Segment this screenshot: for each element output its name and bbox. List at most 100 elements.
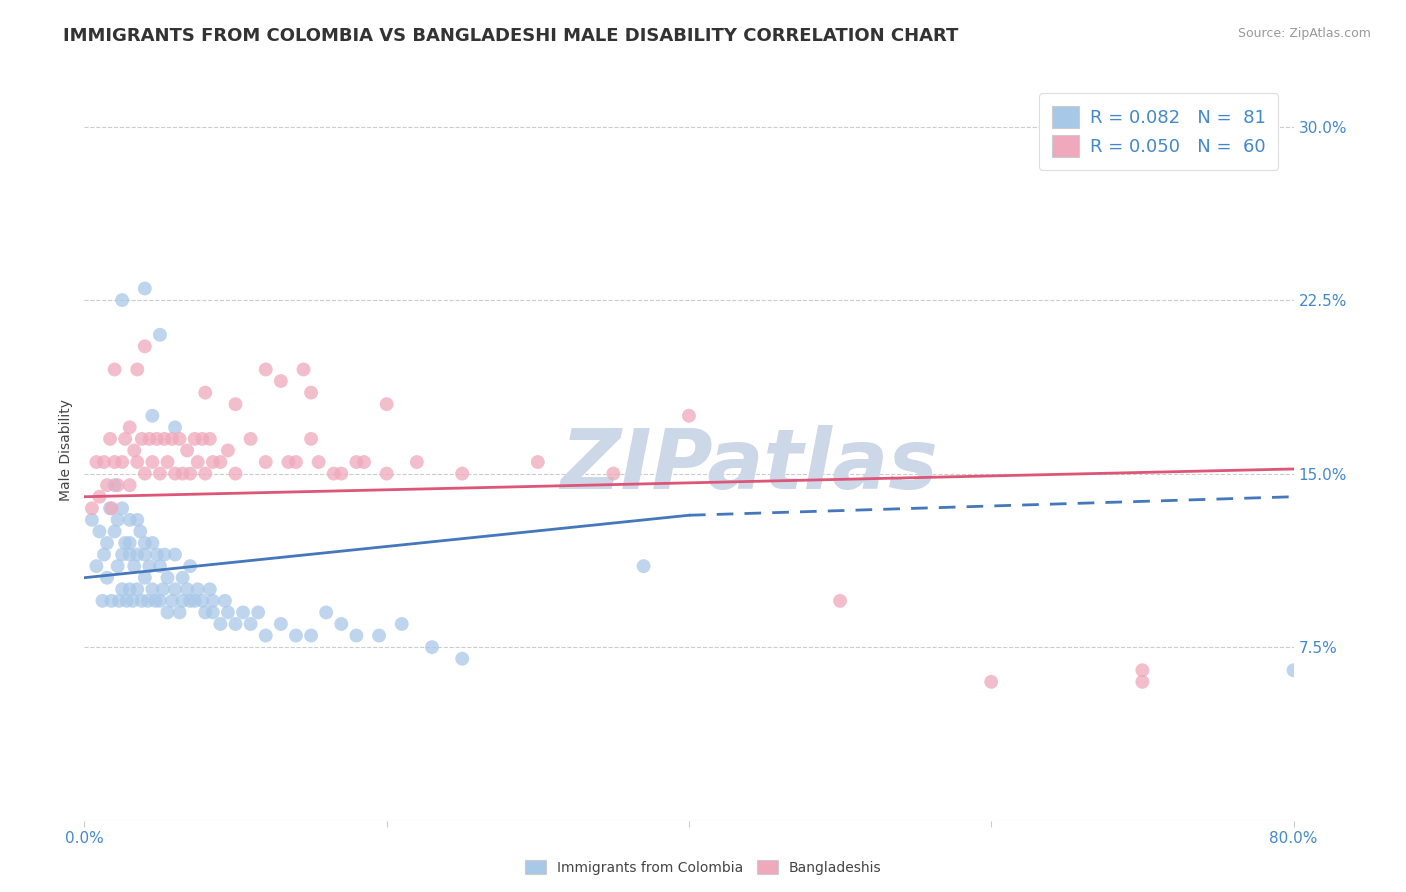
Point xyxy=(194,467,217,481)
Point xyxy=(292,362,315,376)
Point xyxy=(118,582,141,597)
Point xyxy=(134,281,156,295)
Text: Source: ZipAtlas.com: Source: ZipAtlas.com xyxy=(1237,27,1371,40)
Point xyxy=(127,455,149,469)
Point xyxy=(420,640,443,654)
Point xyxy=(111,548,134,562)
Point xyxy=(330,467,353,481)
Point xyxy=(633,559,655,574)
Point xyxy=(308,455,330,469)
Point xyxy=(1130,663,1153,677)
Point xyxy=(138,432,160,446)
Point xyxy=(277,455,299,469)
Point xyxy=(299,432,322,446)
Point xyxy=(179,559,201,574)
Point xyxy=(225,397,247,411)
Point xyxy=(96,536,118,550)
Point xyxy=(115,594,138,608)
Point xyxy=(254,362,277,376)
Point xyxy=(194,606,217,620)
Legend: Immigrants from Colombia, Bangladeshis: Immigrants from Colombia, Bangladeshis xyxy=(519,855,887,880)
Point xyxy=(118,513,141,527)
Point xyxy=(121,594,143,608)
Point xyxy=(315,606,337,620)
Point xyxy=(183,432,205,446)
Point xyxy=(160,594,183,608)
Point xyxy=(406,455,429,469)
Point xyxy=(146,548,169,562)
Point xyxy=(134,467,156,481)
Point xyxy=(346,628,368,642)
Point xyxy=(104,524,127,539)
Point xyxy=(156,571,179,585)
Point xyxy=(160,432,183,446)
Point xyxy=(187,582,209,597)
Point xyxy=(149,594,172,608)
Point xyxy=(285,628,308,642)
Point xyxy=(165,548,187,562)
Point xyxy=(134,571,156,585)
Point xyxy=(111,455,134,469)
Point xyxy=(152,582,174,597)
Point xyxy=(198,432,221,446)
Point xyxy=(330,617,353,632)
Point xyxy=(322,467,344,481)
Point xyxy=(183,594,205,608)
Point xyxy=(136,594,159,608)
Point xyxy=(353,455,375,469)
Point xyxy=(217,443,239,458)
Point xyxy=(134,536,156,550)
Point xyxy=(254,628,277,642)
Point xyxy=(138,559,160,574)
Point xyxy=(391,617,413,632)
Point xyxy=(93,455,115,469)
Point xyxy=(80,513,103,527)
Point xyxy=(86,455,108,469)
Point xyxy=(107,478,129,492)
Point xyxy=(111,582,134,597)
Point xyxy=(375,397,398,411)
Point xyxy=(375,467,398,481)
Point xyxy=(111,293,134,307)
Point xyxy=(179,467,201,481)
Legend: R = 0.082   N =  81, R = 0.050   N =  60: R = 0.082 N = 81, R = 0.050 N = 60 xyxy=(1039,93,1278,169)
Point xyxy=(169,432,191,446)
Y-axis label: Male Disability: Male Disability xyxy=(59,400,73,501)
Point xyxy=(141,455,163,469)
Point xyxy=(209,617,232,632)
Point xyxy=(127,548,149,562)
Point xyxy=(225,617,247,632)
Point xyxy=(201,594,224,608)
Point xyxy=(100,594,122,608)
Point xyxy=(141,582,163,597)
Point xyxy=(285,455,308,469)
Point xyxy=(451,467,474,481)
Point xyxy=(156,606,179,620)
Point xyxy=(93,548,115,562)
Point xyxy=(118,548,141,562)
Point xyxy=(149,327,172,342)
Point xyxy=(247,606,270,620)
Point xyxy=(602,467,624,481)
Point xyxy=(118,420,141,434)
Point xyxy=(122,559,145,574)
Point xyxy=(91,594,114,608)
Point xyxy=(980,674,1002,689)
Point xyxy=(187,455,209,469)
Point xyxy=(368,628,391,642)
Point xyxy=(165,467,187,481)
Point xyxy=(127,582,149,597)
Point xyxy=(131,594,153,608)
Point xyxy=(131,432,153,446)
Point xyxy=(346,455,368,469)
Point xyxy=(169,606,191,620)
Point xyxy=(191,432,214,446)
Point xyxy=(201,606,224,620)
Point xyxy=(239,432,262,446)
Point xyxy=(194,385,217,400)
Point xyxy=(146,432,169,446)
Text: ZIPatlas: ZIPatlas xyxy=(561,425,938,506)
Point xyxy=(678,409,700,423)
Point xyxy=(165,582,187,597)
Point xyxy=(179,594,201,608)
